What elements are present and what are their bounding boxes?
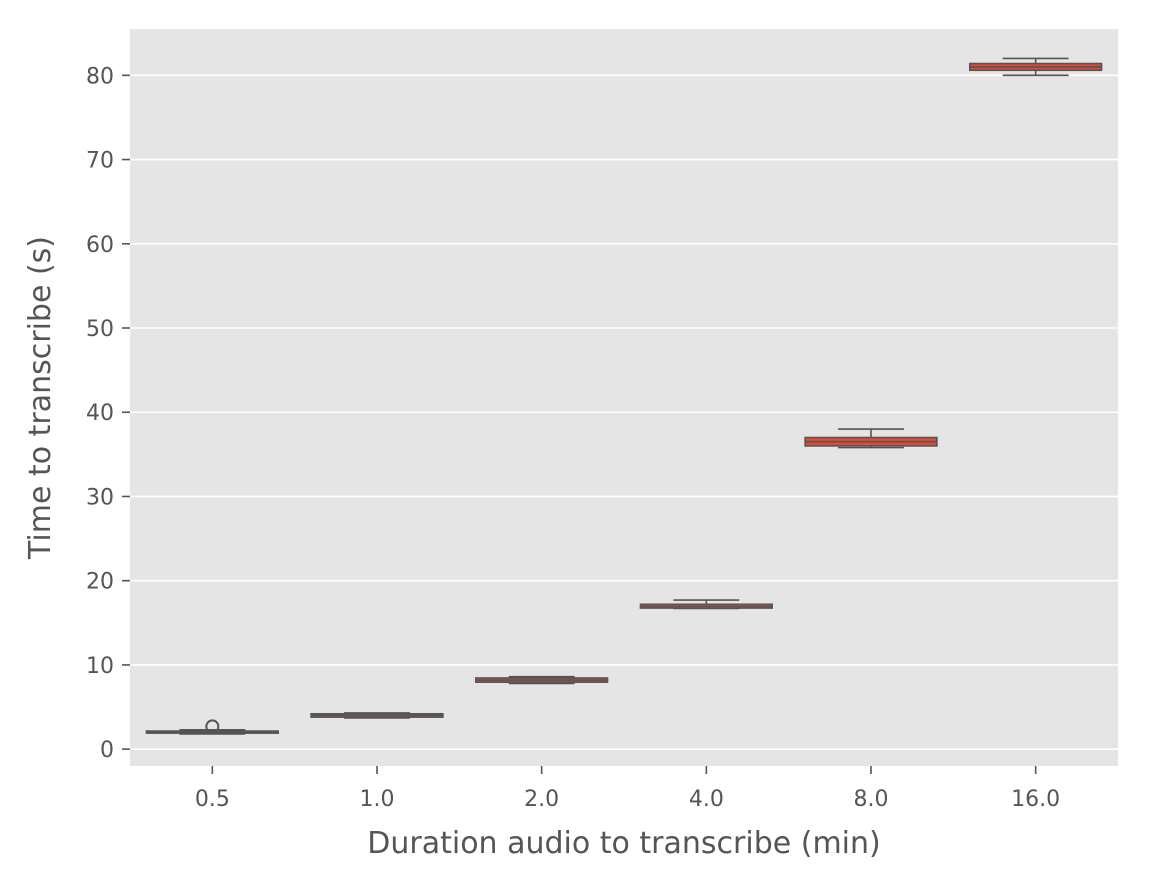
box-16.0 bbox=[968, 57, 1103, 77]
x-tick-label-8.0: 8.0 bbox=[854, 787, 889, 812]
y-tick-label-10: 10 bbox=[86, 654, 114, 679]
outlier-point-0 bbox=[205, 719, 220, 734]
box-1.0 bbox=[310, 712, 444, 719]
y-axis-ticks: 0 10 20 30 40 50 60 70 80 bbox=[86, 64, 130, 763]
box-4.0 bbox=[639, 599, 774, 610]
y-tick-label-50: 50 bbox=[86, 317, 114, 342]
x-tick-label-16.0: 16.0 bbox=[1011, 787, 1060, 812]
boxes bbox=[145, 57, 1103, 735]
x-tick-label-1.0: 1.0 bbox=[360, 787, 395, 812]
grid-lines bbox=[130, 74, 1118, 750]
box-2.0 bbox=[474, 675, 609, 685]
x-tick-label-0.5: 0.5 bbox=[195, 787, 230, 812]
y-tick-label-30: 30 bbox=[86, 485, 114, 510]
x-tick-label-4.0: 4.0 bbox=[689, 787, 724, 812]
x-axis-ticks: 0.5 1.0 2.0 4.0 8.0 16.0 bbox=[195, 766, 1060, 812]
box-0.5 bbox=[145, 719, 279, 735]
y-axis-label: Time to transcribe (s) bbox=[23, 236, 58, 560]
y-tick-label-70: 70 bbox=[86, 149, 114, 174]
y-tick-label-20: 20 bbox=[86, 570, 114, 595]
plot-background bbox=[130, 29, 1118, 766]
y-tick-label-40: 40 bbox=[86, 401, 114, 426]
y-tick-label-80: 80 bbox=[86, 64, 114, 89]
y-tick-label-60: 60 bbox=[86, 233, 114, 258]
y-tick-label-0: 0 bbox=[100, 738, 114, 763]
x-tick-label-2.0: 2.0 bbox=[524, 787, 559, 812]
box-8.0 bbox=[804, 428, 938, 449]
x-axis-label: Duration audio to transcribe (min) bbox=[367, 826, 880, 861]
